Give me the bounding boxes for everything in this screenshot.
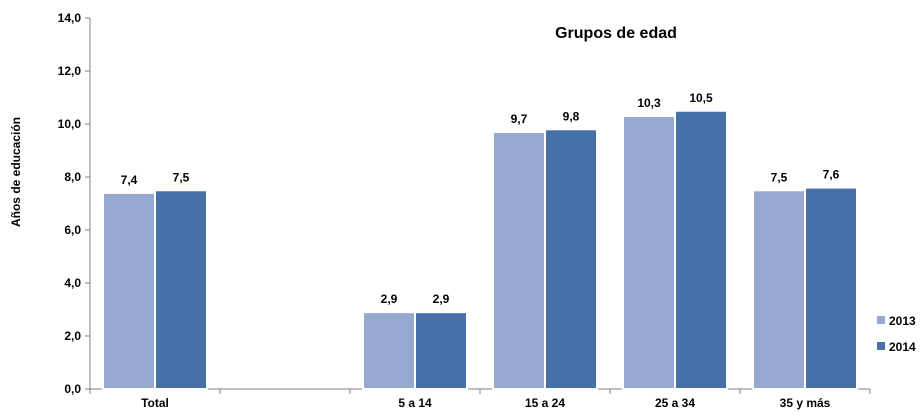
x-tick-label: 15 a 24: [525, 396, 565, 410]
data-label: 9,8: [563, 109, 580, 123]
legend-swatch: [877, 342, 885, 350]
axes: 0,0 2,0 4,0 6,0 8,0 10,0 12,0 14,0 Total 5 a 14 15…: [58, 11, 871, 410]
bars: 7,4 2,9 9,7 10,3 7,5 7,5 2,9 9,8 10,5 7,6: [102, 91, 858, 391]
data-label: 7,5: [771, 170, 788, 184]
data-label: 9,7: [511, 112, 528, 126]
data-label: 10,5: [689, 91, 713, 105]
x-tick-label: 35 y más: [780, 396, 831, 410]
bar-2014: [544, 128, 598, 391]
y-tick-label: 8,0: [64, 170, 81, 184]
bar-2014: [804, 186, 858, 390]
bar-2013: [622, 115, 676, 391]
x-tick-label: Total: [141, 396, 169, 410]
y-tick-label: 2,0: [64, 329, 81, 343]
y-tick-label: 4,0: [64, 276, 81, 290]
data-label: 2,9: [433, 292, 450, 306]
y-tick-label: 6,0: [64, 223, 81, 237]
legend-label: 2014: [889, 340, 916, 354]
y-tick-label: 12,0: [58, 64, 82, 78]
y-tick-label: 10,0: [58, 117, 82, 131]
bar-2014: [154, 189, 208, 390]
bar-2014: [674, 109, 728, 390]
x-tick-label: 25 a 34: [655, 396, 695, 410]
data-label: 10,3: [637, 96, 661, 110]
legend: 2013 2014: [877, 314, 916, 354]
bar-2013: [752, 189, 806, 390]
data-label: 7,4: [121, 173, 138, 187]
data-label: 7,5: [173, 170, 190, 184]
data-label: 2,9: [381, 292, 398, 306]
legend-swatch: [877, 316, 885, 324]
x-tick-label: 5 a 14: [398, 396, 432, 410]
y-axis-label: Años de educación: [9, 117, 23, 227]
y-tick-label: 14,0: [58, 11, 82, 25]
data-label: 7,6: [823, 168, 840, 182]
bar-2013: [492, 130, 546, 390]
chart-title: Grupos de edad: [555, 25, 677, 42]
bar-2014: [414, 311, 468, 390]
y-tick-label: 0,0: [64, 382, 81, 396]
legend-label: 2013: [889, 314, 916, 328]
bar-2013: [102, 191, 156, 390]
bar-2013: [362, 311, 416, 390]
